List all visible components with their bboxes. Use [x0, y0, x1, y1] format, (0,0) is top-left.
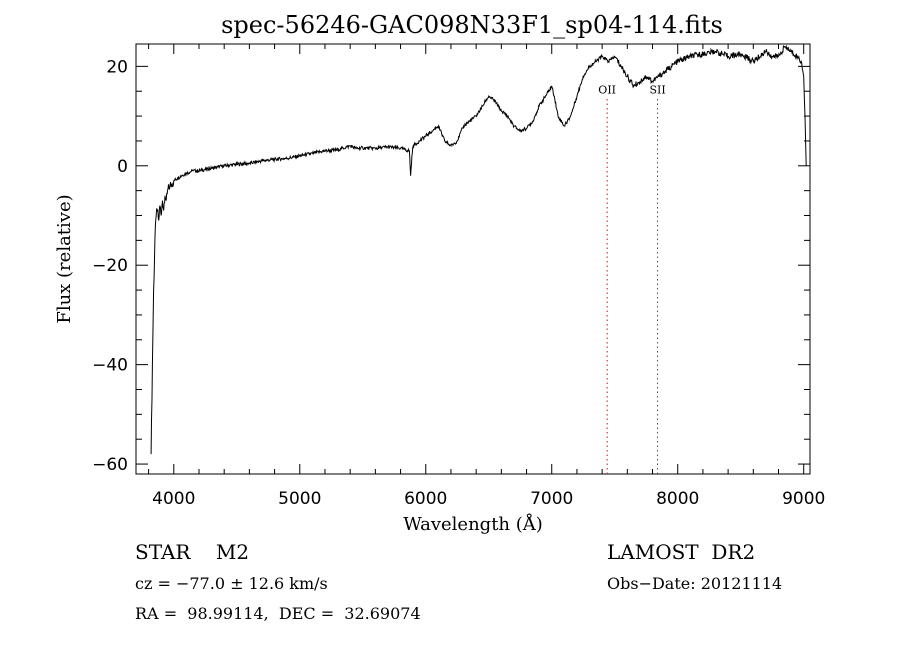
coordinates-readout: RA = 98.99114, DEC = 32.69074	[135, 604, 421, 623]
x-tick-label: 9000	[782, 489, 825, 509]
plot-frame	[135, 43, 811, 475]
redshift-readout: cz = −77.0 ± 12.6 km/s	[135, 574, 328, 593]
x-tick-label: 5000	[278, 489, 321, 509]
object-class: STAR M2	[135, 540, 250, 564]
x-tick-label: 4000	[152, 489, 195, 509]
x-tick-label: 6000	[404, 489, 447, 509]
line-marker-label: OII	[598, 84, 616, 97]
line-marker-label: SII	[649, 84, 665, 97]
survey-label: LAMOST DR2	[607, 540, 756, 564]
y-axis-label: Flux (relative)	[54, 194, 75, 323]
x-tick-label: 8000	[656, 489, 699, 509]
y-tick-label: −40	[92, 356, 128, 376]
chart-title: spec-56246-GAC098N33F1_sp04-114.fits	[221, 11, 723, 39]
y-tick-label: 20	[106, 57, 128, 77]
x-axis-label: Wavelength (Å)	[403, 513, 543, 535]
x-tick-label: 7000	[530, 489, 573, 509]
tick-labels: 4000 5000 6000 7000 8000 9000 −60 −40 −20 0 20	[92, 57, 825, 509]
y-tick-label: −20	[92, 256, 128, 276]
axis-ticks	[136, 44, 810, 474]
spectrum-line	[150, 44, 807, 455]
obs-date: Obs−Date: 20121114	[607, 574, 783, 593]
spectral-line-markers: OII SII	[598, 84, 666, 474]
y-tick-label: 0	[117, 157, 128, 177]
y-tick-label: −60	[92, 455, 128, 475]
